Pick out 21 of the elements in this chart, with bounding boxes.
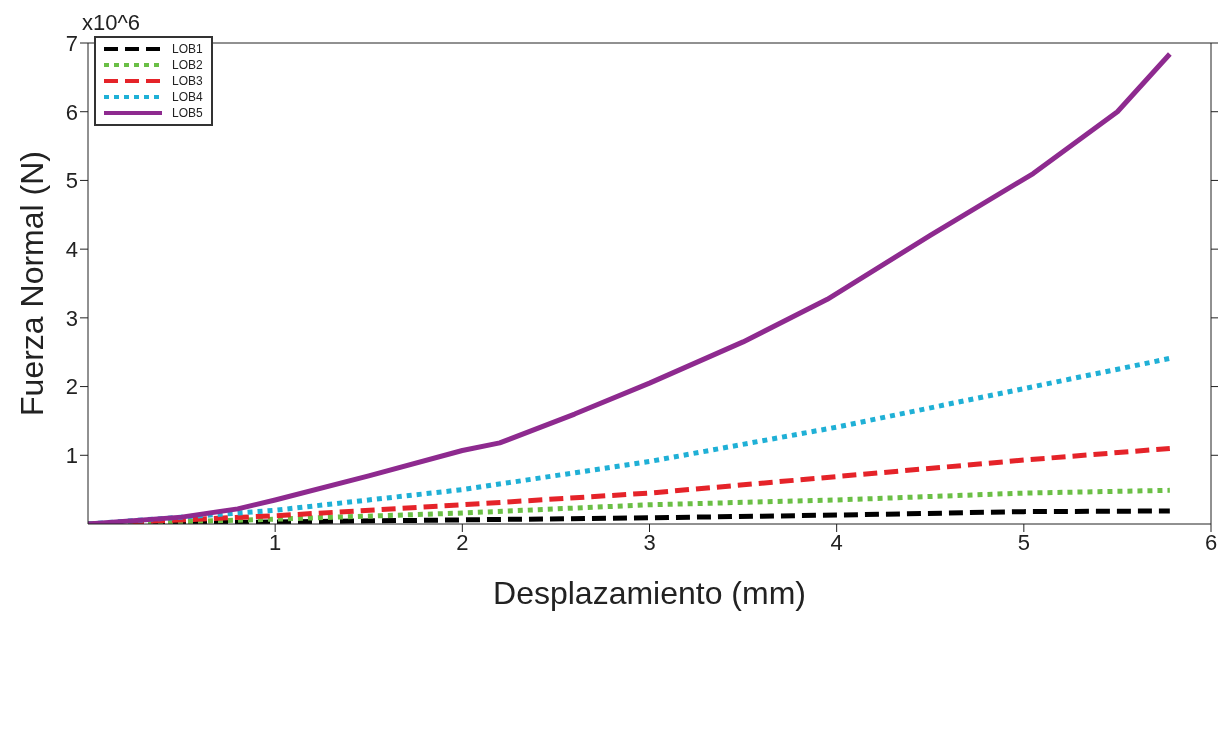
x-tick-label: 5 bbox=[1017, 529, 1030, 555]
y-tick-label: 5 bbox=[65, 168, 78, 194]
y-axis-title: Fuerza Normal (N) bbox=[14, 151, 51, 416]
y-tick-label: 1 bbox=[65, 443, 78, 469]
x-tick-label: 4 bbox=[830, 529, 843, 555]
y-tick-label: 2 bbox=[65, 374, 78, 400]
y-tick-label: 6 bbox=[65, 99, 78, 125]
legend-label: LOB1 bbox=[172, 42, 203, 56]
x-tick-label: 2 bbox=[456, 529, 469, 555]
x-tick-label: 3 bbox=[643, 529, 656, 555]
y-tick-label: 3 bbox=[65, 305, 78, 331]
x-axis-title: Desplazamiento (mm) bbox=[493, 575, 806, 611]
legend-label: LOB2 bbox=[172, 58, 203, 72]
legend-label: LOB4 bbox=[172, 90, 203, 104]
legend-label: LOB3 bbox=[172, 74, 203, 88]
text: x10^6 bbox=[82, 10, 141, 36]
legend-label: LOB5 bbox=[172, 106, 203, 120]
y-tick-label: 4 bbox=[65, 236, 78, 262]
y-tick-label: 7 bbox=[65, 30, 78, 56]
x-tick-label: 1 bbox=[269, 529, 282, 555]
x-tick-label: 6 bbox=[1204, 529, 1218, 555]
